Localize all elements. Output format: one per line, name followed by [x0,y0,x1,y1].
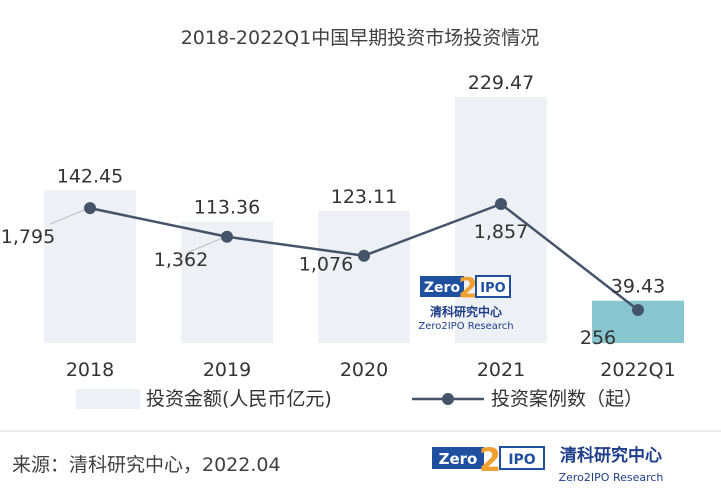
bar-value-label: 39.43 [611,276,665,298]
footer-logo-en: Zero2IPO Research [559,471,664,484]
watermark-zero-box [420,276,464,297]
footer-logo-two: 2 [479,441,501,479]
line-value-label: 1,857 [474,221,528,243]
x-tick-label: 2018 [66,359,114,381]
bar-value-label: 113.36 [194,196,260,218]
line-marker [221,230,233,243]
line-marker [495,198,507,210]
bar [318,211,410,343]
watermark-en: Zero2IPO Research [418,321,513,332]
watermark-ipo: IPO [480,281,505,296]
line-marker [358,249,370,262]
footer-logo-zero: Zero [439,450,478,468]
bar-value-labels: 142.45 113.36 123.11 229.47 39.43 [57,72,665,298]
legend-line-marker [442,393,454,405]
line-value-label: 1,795 [1,226,55,248]
footer-logo: Zero 2 IPO 清科研究中心 Zero2IPO Research [432,441,663,484]
line-value-label: 1,076 [299,254,353,276]
source-note: 来源：清科研究中心，2022.04 [12,454,281,476]
line-value-labels: 1,795 1,362 1,076 1,857 256 [1,209,616,349]
footer-logo-zero-box [432,447,484,469]
line-value-label: 256 [580,327,616,349]
bar-series [44,97,684,343]
bar [455,97,547,343]
line-series [84,198,644,316]
footer-logo-cn: 清科研究中心 [560,445,662,466]
line-marker [632,304,644,316]
bar-value-label: 123.11 [331,186,397,208]
x-tick-label: 2020 [340,359,388,381]
line-label-leader [186,238,222,254]
watermark-zero: Zero [424,280,461,296]
line-label-leader [49,209,85,225]
watermark-cn: 清科研究中心 [430,304,502,319]
watermark-two: 2 [458,271,477,304]
bar-value-label: 229.47 [468,72,534,94]
chart-title: 2018-2022Q1中国早期投资市场投资情况 [181,27,540,49]
x-tick-label: 2021 [477,359,525,381]
x-tick-label: 2022Q1 [600,359,675,381]
footer-logo-ipo: IPO [508,452,535,468]
footer-logo-ipo-box [499,446,545,470]
line-value-label: 1,362 [154,249,208,271]
legend-line-label: 投资案例数（起） [491,388,643,410]
line-marker [84,202,96,215]
x-tick-label: 2019 [203,359,251,381]
bar-value-label: 142.45 [57,165,123,187]
watermark-ipo-box [475,275,511,298]
watermark-logo: Zero 2 IPO 清科研究中心 Zero2IPO Research [418,271,513,332]
legend-bar-swatch [76,389,140,409]
x-axis-ticks: 2018 2019 2020 2021 2022Q1 [66,359,676,381]
legend: 投资金额(人民币亿元) 投资案例数（起） [76,388,643,410]
legend-bar-label: 投资金额(人民币亿元) [146,388,332,410]
